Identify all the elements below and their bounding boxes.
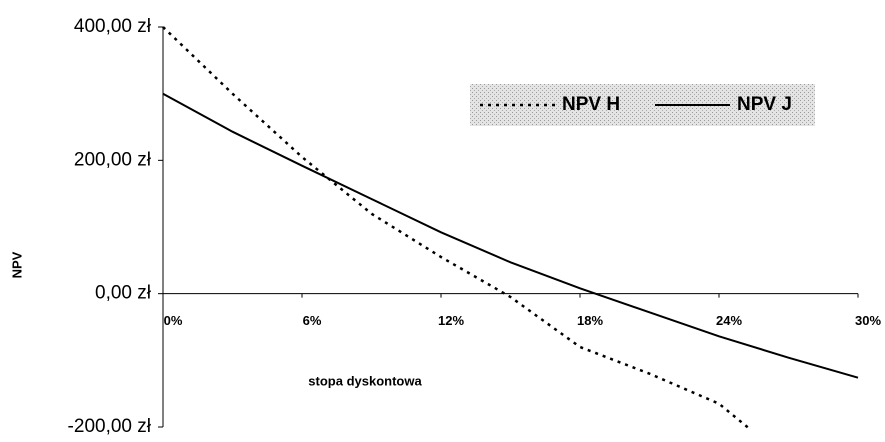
y-tick-label: -200,00 zł — [68, 416, 152, 437]
y-tick-label: 0,00 zł — [95, 283, 152, 304]
series-line — [162, 92, 859, 379]
series-line — [162, 26, 753, 432]
y-tick-label: 200,00 zł — [74, 149, 152, 170]
x-tick-label: 0% — [164, 313, 183, 328]
x-tick-label: 12% — [438, 313, 464, 328]
x-tick-label: 18% — [577, 313, 603, 328]
x-tick-label: 6% — [303, 313, 322, 328]
legend-label: NPV H — [562, 94, 620, 115]
x-tick-label: 24% — [716, 313, 742, 328]
y-axis-title: NPV — [9, 251, 24, 278]
x-tick-label: 30% — [855, 313, 881, 328]
legend-box — [470, 84, 815, 126]
y-tick-label: 400,00 zł — [74, 16, 152, 37]
legend-label: NPV J — [737, 94, 792, 115]
x-axis-title: stopa dyskontowa — [308, 373, 422, 388]
